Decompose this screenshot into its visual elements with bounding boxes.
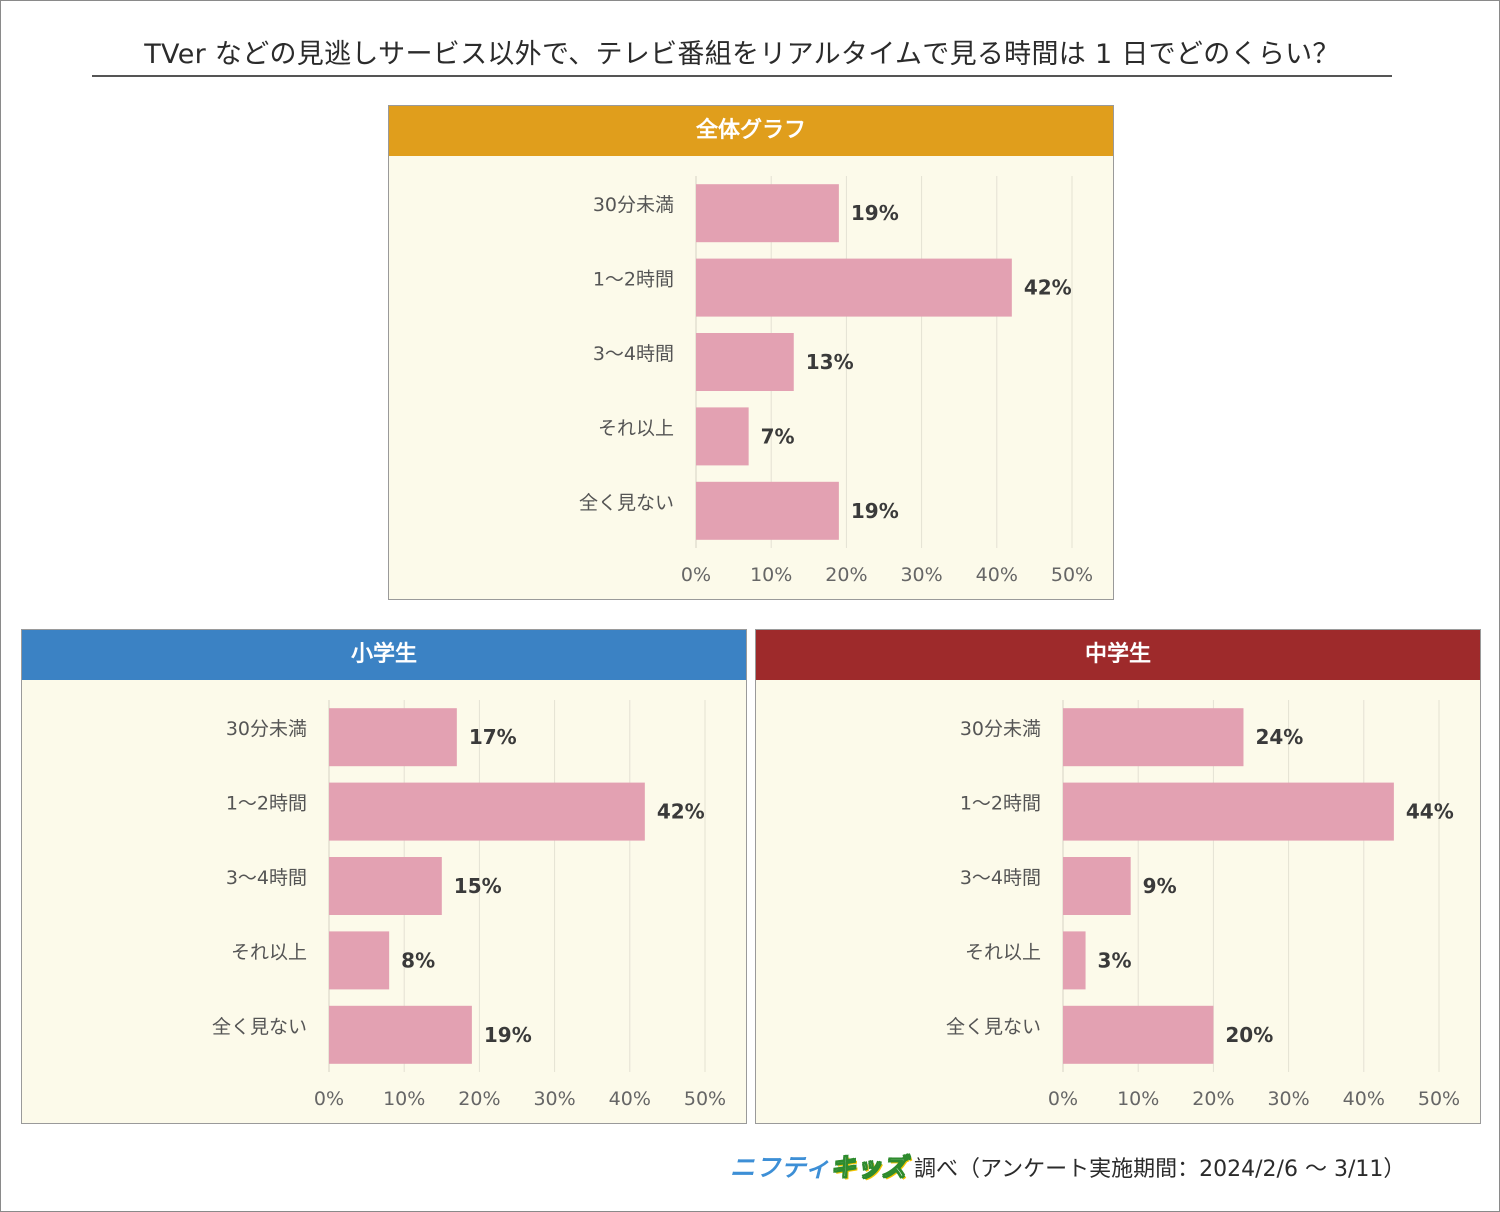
title-underline [92, 75, 1392, 77]
bar [329, 857, 442, 915]
bar [696, 184, 839, 243]
x-tick-label: 10% [1117, 1088, 1159, 1110]
brand-logo-part2: キッズ [830, 1153, 908, 1183]
x-tick-label: 20% [825, 564, 867, 586]
category-label: それ以上 [965, 941, 1041, 963]
bar [696, 407, 749, 466]
panel-header-overall: 全体グラフ [389, 106, 1113, 156]
data-label: 15% [454, 874, 502, 898]
source-footer: ニフティキッズ 調べ（アンケート実施期間：2024/2/6 ～ 3/11） [730, 1148, 1450, 1184]
x-tick-label: 0% [681, 564, 711, 586]
data-label: 24% [1255, 725, 1303, 749]
x-tick-label: 20% [1192, 1088, 1234, 1110]
brand-logo-part1: ニフティ [730, 1153, 831, 1182]
chart-panel-overall: 全体グラフ 0% 10% 20% 30% 40% 50% 30分未満 19% 1～2時間 42% 3… [388, 105, 1114, 600]
chart-panel-elementary: 小学生 0% 10% 20% 30% 40% 50% 30分未満 17% 1～2時間 42% 3～4… [21, 629, 747, 1124]
data-label: 19% [484, 1023, 532, 1047]
panel-header-elementary: 小学生 [22, 630, 746, 680]
data-label: 19% [851, 201, 899, 225]
source-note: 調べ（アンケート実施期間：2024/2/6 ～ 3/11） [914, 1157, 1406, 1182]
x-tick-label: 0% [314, 1088, 344, 1110]
x-tick-label: 30% [900, 564, 942, 586]
data-label: 9% [1143, 874, 1177, 898]
x-tick-label: 10% [383, 1088, 425, 1110]
category-label: 1～2時間 [593, 269, 674, 291]
chart-panel-junior: 中学生 0% 10% 20% 30% 40% 50% 30分未満 24% 1～2時間 44% 3～4… [755, 629, 1481, 1124]
x-tick-label: 50% [1051, 564, 1093, 586]
data-label: 42% [657, 800, 705, 824]
x-tick-label: 40% [1343, 1088, 1385, 1110]
bar [329, 782, 645, 841]
data-label: 3% [1098, 948, 1132, 972]
bar-chart-elementary: 0% 10% 20% 30% 40% 50% 30分未満 17% 1～2時間 42% 3～4時間 15… [212, 700, 726, 1110]
panel-header-junior: 中学生 [756, 630, 1480, 680]
bar [696, 258, 1012, 317]
bar-chart-junior: 0% 10% 20% 30% 40% 50% 30分未満 24% 1～2時間 44% 3～4時間 9%… [946, 700, 1460, 1110]
bar [696, 333, 794, 391]
bar [329, 931, 390, 990]
data-label: 42% [1024, 276, 1072, 300]
category-label: 1～2時間 [960, 793, 1041, 815]
x-tick-label: 40% [976, 564, 1018, 586]
bar [1063, 931, 1086, 990]
bar [1063, 857, 1131, 915]
bar [1063, 1005, 1214, 1064]
category-label: 全く見ない [579, 492, 674, 514]
x-tick-label: 40% [609, 1088, 651, 1110]
category-label: 1～2時間 [226, 793, 307, 815]
bar [329, 1005, 472, 1064]
data-label: 17% [469, 725, 517, 749]
x-tick-label: 0% [1048, 1088, 1078, 1110]
bar-chart-overall: 0% 10% 20% 30% 40% 50% 30分未満 19% 1～2時間 42% 3～4時間 13… [579, 176, 1093, 586]
category-label: 30分未満 [960, 718, 1041, 740]
bar [1063, 782, 1394, 841]
bar [329, 708, 457, 767]
x-tick-label: 50% [684, 1088, 726, 1110]
category-label: 3～4時間 [593, 343, 674, 365]
category-label: 3～4時間 [960, 867, 1041, 889]
category-label: 全く見ない [946, 1016, 1041, 1038]
category-label: それ以上 [231, 941, 307, 963]
data-label: 44% [1406, 800, 1454, 824]
data-label: 8% [401, 948, 435, 972]
category-label: それ以上 [598, 417, 674, 439]
x-tick-label: 30% [1267, 1088, 1309, 1110]
data-label: 13% [806, 350, 854, 374]
data-label: 7% [761, 424, 795, 448]
data-label: 20% [1225, 1023, 1273, 1047]
x-tick-label: 50% [1418, 1088, 1460, 1110]
category-label: 30分未満 [593, 194, 674, 216]
bar [696, 481, 839, 540]
category-label: 30分未満 [226, 718, 307, 740]
x-tick-label: 30% [533, 1088, 575, 1110]
page-title: TVer などの見逃しサービス以外で、テレビ番組をリアルタイムで見る時間は 1 … [144, 39, 1340, 70]
category-label: 3～4時間 [226, 867, 307, 889]
x-tick-label: 10% [750, 564, 792, 586]
category-label: 全く見ない [212, 1016, 307, 1038]
x-tick-label: 20% [458, 1088, 500, 1110]
bar [1063, 708, 1244, 767]
data-label: 19% [851, 499, 899, 523]
